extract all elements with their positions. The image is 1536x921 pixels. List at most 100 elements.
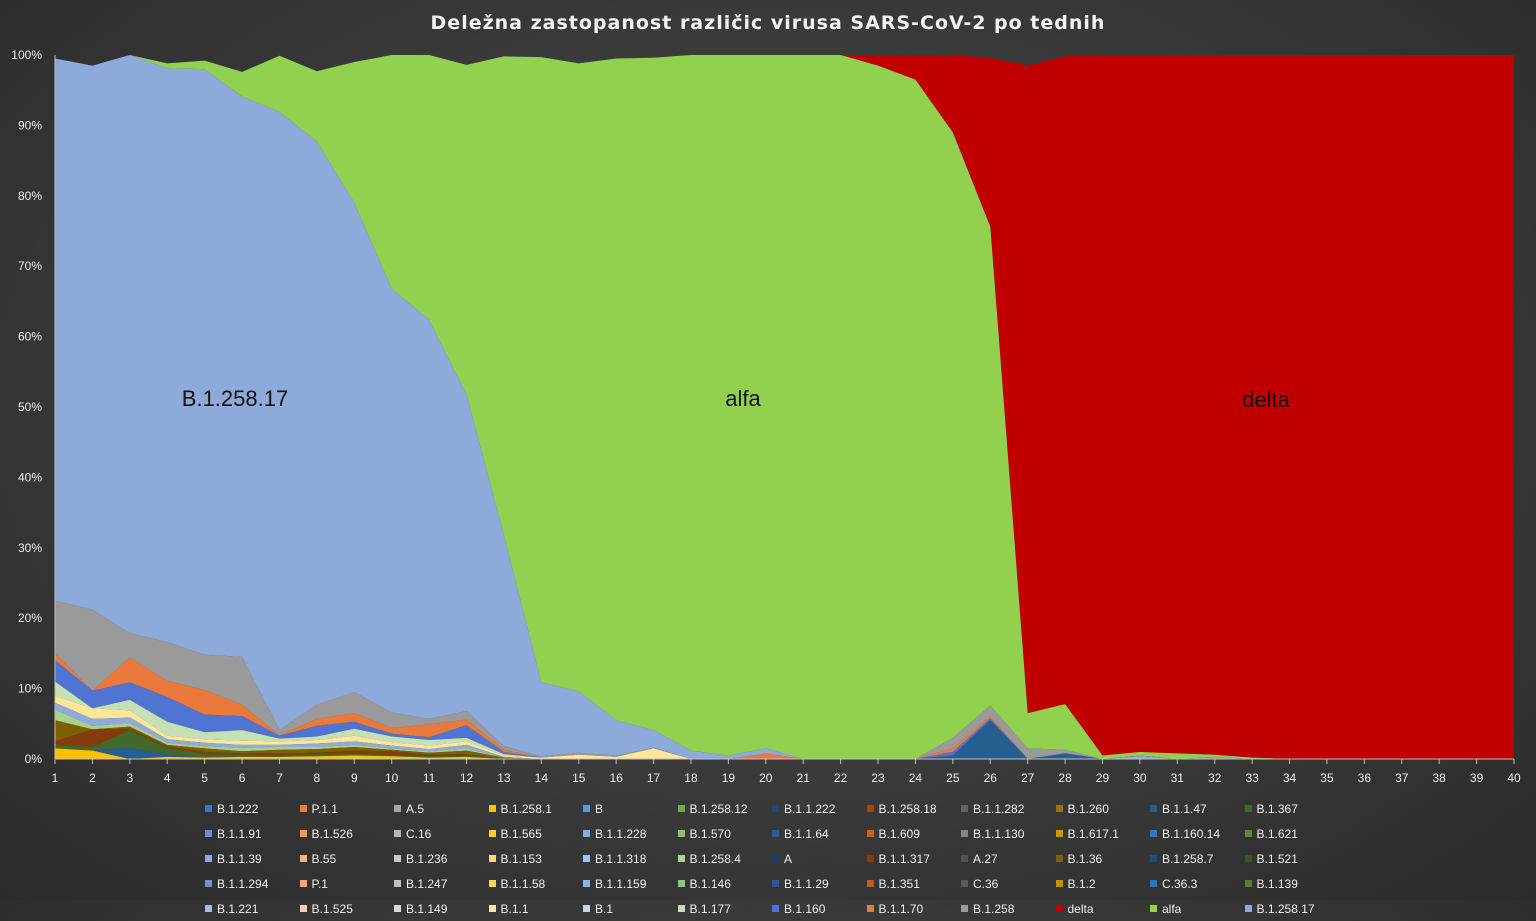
x-tick-label: 18 [684, 771, 698, 785]
legend-swatch [961, 880, 968, 887]
legend-label: delta [1067, 901, 1094, 916]
legend-label: B.1.621 [1256, 826, 1298, 841]
legend-swatch [299, 880, 307, 887]
legend-swatch [583, 830, 590, 837]
x-tick-label: 21 [797, 771, 811, 785]
legend-label: B.1.153 [500, 851, 542, 866]
legend-label: B.1.221 [217, 901, 259, 916]
x-tick-label: 28 [1058, 771, 1072, 785]
legend-item: B.1.222 [205, 796, 300, 821]
y-tick-label: 0% [25, 752, 43, 766]
legend-item: B [583, 796, 678, 821]
legend-item: B.1.1.91 [205, 821, 300, 846]
x-tick-label: 39 [1470, 771, 1484, 785]
y-tick-label: 80% [18, 189, 42, 203]
legend-label: P.1 [311, 876, 328, 891]
legend-swatch [299, 905, 307, 912]
legend-label: B.1.258.4 [689, 851, 741, 866]
legend-swatch [961, 805, 968, 812]
legend-label: B.1.565 [500, 826, 542, 841]
x-tick-label: 35 [1320, 771, 1334, 785]
legend-swatch [961, 855, 968, 862]
legend-swatch [394, 855, 401, 862]
legend-item: B.1.258.7 [1150, 846, 1245, 871]
legend-swatch [1244, 880, 1252, 887]
annotation-b-1-258-17: B.1.258.17 [182, 386, 288, 411]
legend-item: B.1.617.1 [1055, 821, 1151, 846]
legend-label: B.1.1.29 [784, 876, 829, 891]
legend-item: B.1.2 [1055, 871, 1151, 896]
legend-label: B.1.1.228 [595, 826, 647, 841]
legend-item: A [772, 846, 867, 871]
legend-label: B.1.258.18 [878, 801, 937, 816]
legend-swatch [1055, 905, 1063, 912]
legend-swatch [205, 830, 212, 837]
y-tick-label: 40% [18, 470, 42, 484]
legend-swatch [1244, 805, 1252, 812]
x-tick-label: 3 [126, 771, 133, 785]
legend-swatch [866, 830, 874, 837]
legend-swatch [583, 880, 590, 887]
x-tick-label: 33 [1245, 771, 1259, 785]
x-tick-label: 11 [423, 771, 436, 785]
legend-label: C.16 [406, 826, 432, 841]
legend-swatch [772, 830, 779, 837]
legend-item: B.1.1.317 [866, 846, 962, 871]
legend-item: B.1.1.294 [205, 871, 300, 896]
legend-swatch [394, 880, 401, 887]
legend-label: A [784, 851, 793, 866]
x-tick-label: 34 [1283, 771, 1297, 785]
x-tick-label: 25 [946, 771, 960, 785]
legend-swatch [488, 880, 496, 887]
x-tick-label: 2 [89, 771, 96, 785]
legend-swatch [1055, 855, 1063, 862]
area-b-1-258 [55, 600, 1514, 759]
legend-item: B.1.351 [866, 871, 962, 896]
y-tick-label: 10% [18, 682, 42, 696]
x-tick-label: 24 [909, 771, 923, 785]
legend-item: C.16 [394, 821, 489, 846]
legend-item: P.1.1 [299, 796, 395, 821]
legend-label: B.1.1.317 [878, 851, 930, 866]
legend-swatch [866, 805, 874, 812]
legend-item: B.1.570 [677, 821, 773, 846]
y-tick-label: 90% [18, 118, 42, 132]
legend-item: B.55 [299, 846, 395, 871]
legend-item: B.1.258.18 [866, 796, 962, 821]
legend-swatch [583, 805, 590, 812]
x-tick-label: 26 [984, 771, 998, 785]
legend-item: B.1.139 [1244, 871, 1340, 896]
legend-item: B.1.160.14 [1150, 821, 1245, 846]
legend-label: B.1.351 [878, 876, 920, 891]
legend-label: B.1.1.130 [973, 826, 1025, 841]
x-tick-label: 6 [239, 771, 246, 785]
legend-item: B.1.1.130 [961, 821, 1056, 846]
chart-legend: B.1.222 P.1.1 A.5 B.1.258.1 B B.1.258.12 B.1.1… [205, 796, 1385, 921]
legend-swatch [677, 905, 685, 912]
y-tick-label: 60% [18, 330, 42, 344]
legend-label: B.1.617.1 [1067, 826, 1119, 841]
legend-label: B.1.570 [689, 826, 731, 841]
legend-label: B.1.222 [217, 801, 259, 816]
legend-label: B.1.1 [500, 901, 529, 916]
area-b-1-367 [55, 720, 1514, 759]
x-tick-label: 13 [497, 771, 511, 785]
legend-swatch [772, 855, 779, 862]
legend-item: B.1.146 [677, 871, 773, 896]
legend-swatch [677, 855, 685, 862]
legend-label: B [595, 801, 604, 816]
legend-label: B.1.236 [406, 851, 448, 866]
legend-item: B.1.521 [1244, 846, 1340, 871]
legend-label: B.1.258 [973, 901, 1015, 916]
legend-label: B.1.160.14 [1162, 826, 1221, 841]
x-tick-label: 32 [1208, 771, 1222, 785]
area-delta [55, 55, 1514, 759]
x-tick-label: 19 [722, 771, 736, 785]
legend-item: B.1.609 [866, 821, 962, 846]
legend-swatch [866, 855, 874, 862]
annotation-delta: delta [1242, 387, 1290, 412]
x-tick-label: 7 [276, 771, 283, 785]
legend-swatch [1150, 805, 1157, 812]
legend-label: B.1.247 [406, 876, 448, 891]
legend-swatch [961, 905, 968, 912]
